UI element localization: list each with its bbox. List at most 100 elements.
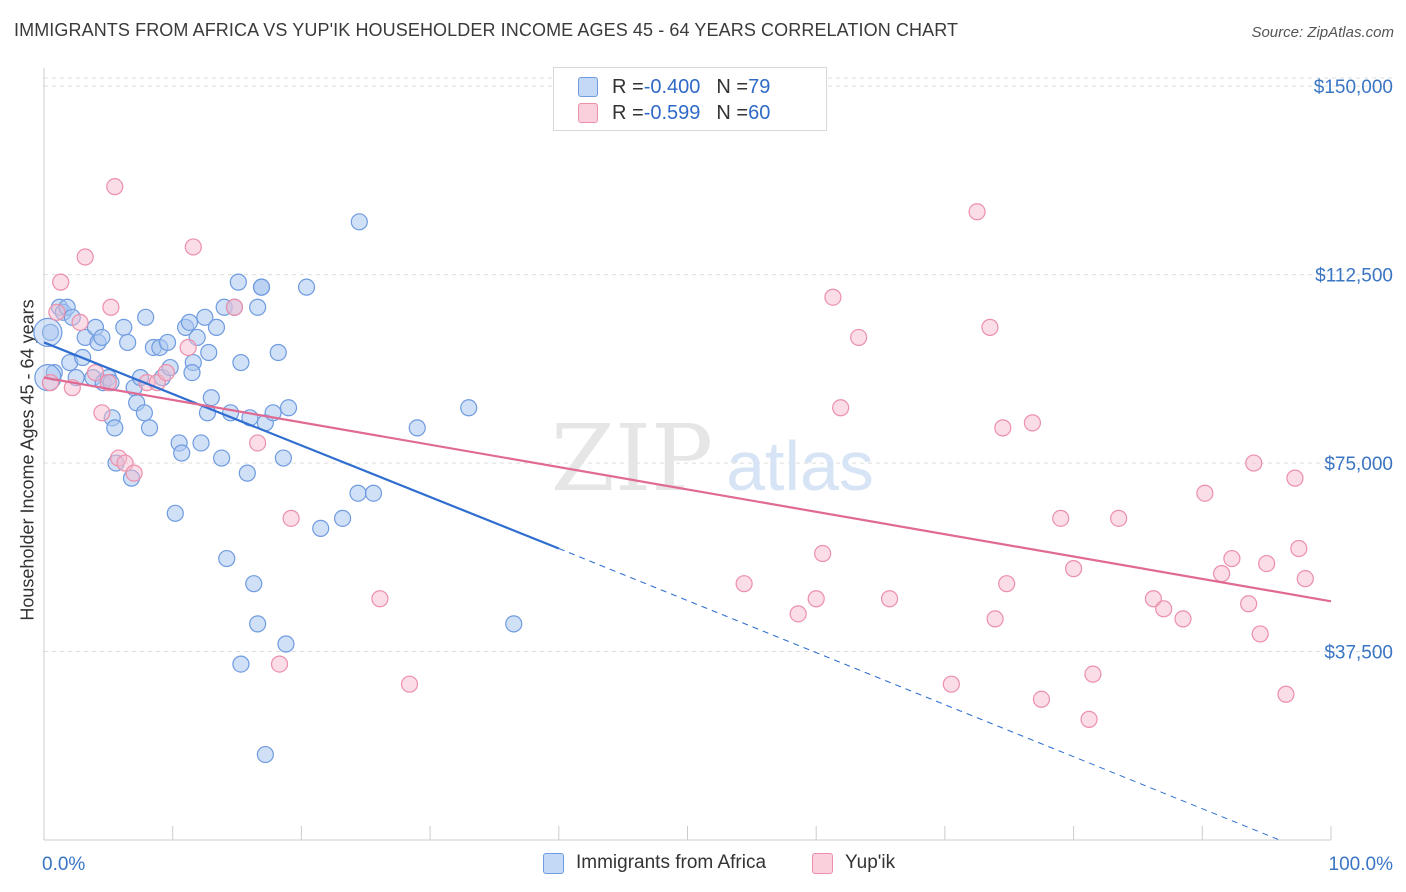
data-point-yupik: [86, 364, 105, 382]
data-point-yupik: [1240, 595, 1258, 613]
legend-r-label: R =: [612, 101, 644, 124]
y-tick-label: $75,000: [1324, 454, 1393, 475]
legend: R = -0.400 N = 79 R = -0.599 N = 60: [553, 67, 827, 131]
data-point-africa: [364, 484, 383, 502]
data-point-africa: [119, 333, 137, 352]
data-point-yupik: [789, 605, 807, 623]
bottom-legend: Immigrants from Africa Yup'ik: [0, 852, 1406, 878]
data-point-yupik: [102, 298, 120, 316]
data-point-yupik: [184, 238, 202, 256]
data-point-yupik: [1174, 610, 1192, 628]
x-tick-label-min: 0.0%: [42, 854, 85, 875]
data-point-yupik: [225, 298, 244, 316]
data-point-africa: [218, 549, 236, 568]
data-point-africa: [279, 399, 298, 417]
data-point-yupik: [270, 655, 289, 673]
data-point-yupik: [71, 313, 89, 331]
legend-r-value: -0.599: [643, 101, 701, 124]
data-point-africa: [115, 318, 133, 336]
legend-n-value: 79: [748, 75, 771, 98]
data-point-africa: [41, 323, 60, 341]
data-point-yupik: [998, 575, 1016, 593]
data-point-africa: [256, 745, 274, 764]
bottom-legend-item-yupik: Yup'ik: [812, 852, 895, 874]
data-point-yupik: [99, 374, 117, 392]
legend-row-pink: R = -0.599 N = 60: [578, 101, 770, 125]
data-point-africa: [249, 298, 267, 316]
data-point-yupik: [1155, 600, 1173, 618]
data-point-yupik: [157, 364, 175, 382]
bottom-legend-label-yupik: Yup'ik: [845, 852, 896, 873]
data-point-yupik: [93, 404, 111, 422]
series-immigrants-from-africa: [33, 213, 523, 764]
data-point-africa-cluster: [33, 317, 63, 347]
data-point-yupik: [179, 338, 197, 357]
data-point-yupik: [1196, 484, 1214, 502]
data-point-yupik: [1223, 549, 1241, 568]
data-point-yupik: [48, 303, 66, 321]
data-point-africa: [252, 278, 271, 296]
data-point-africa: [238, 464, 256, 482]
data-point-yupik: [1251, 625, 1269, 643]
data-point-yupik: [1286, 469, 1304, 487]
data-point-yupik: [994, 419, 1012, 437]
data-point-yupik: [735, 575, 753, 593]
data-point-yupik: [52, 273, 70, 291]
data-point-yupik: [850, 328, 868, 347]
data-point-africa: [505, 615, 523, 633]
data-point-yupik: [1290, 539, 1308, 558]
data-point-yupik: [1052, 509, 1070, 527]
tick-labels: $37,500 $75,000 $112,500 $150,000 0.0% 100.0%: [42, 77, 1393, 875]
data-point-yupik: [1213, 565, 1231, 583]
data-point-yupik: [986, 610, 1004, 628]
data-point-africa: [158, 333, 177, 352]
data-point-africa: [196, 308, 214, 326]
data-point-yupik: [1245, 454, 1263, 472]
data-point-africa: [277, 635, 295, 653]
data-point-africa: [135, 404, 153, 422]
data-point-africa: [207, 318, 226, 336]
data-point-africa: [137, 308, 155, 326]
data-point-yupik: [1258, 554, 1276, 573]
data-point-africa: [229, 273, 247, 291]
data-point-africa: [213, 449, 231, 467]
data-point-africa: [312, 519, 330, 538]
data-point-africa: [200, 343, 218, 362]
bottom-legend-item-africa: Immigrants from Africa: [543, 852, 766, 874]
watermark: ZIP atlas: [551, 405, 874, 512]
legend-r-label: R =: [612, 75, 644, 98]
data-point-africa: [232, 353, 250, 372]
data-point-yupik: [76, 248, 94, 266]
data-point-yupik: [125, 464, 143, 482]
data-point-africa: [106, 419, 124, 437]
data-point-yupik: [981, 318, 999, 336]
trendline-africa-extrapolated: [558, 548, 1280, 841]
data-point-africa: [183, 364, 201, 382]
data-point-africa: [245, 575, 263, 593]
data-point-yupik: [814, 544, 832, 563]
bottom-legend-label-africa: Immigrants from Africa: [576, 852, 767, 873]
legend-swatch-blue: [578, 77, 598, 97]
watermark-zip: ZIP: [551, 405, 713, 512]
data-point-africa: [333, 509, 352, 527]
data-point-yupik: [371, 590, 389, 608]
y-tick-label: $112,500: [1315, 266, 1393, 287]
bottom-legend-swatch-pink: [812, 852, 833, 874]
data-point-yupik: [106, 178, 124, 196]
legend-swatch-pink: [578, 103, 598, 123]
axes: [43, 68, 1332, 841]
data-point-africa: [350, 213, 368, 231]
data-point-africa: [460, 399, 478, 417]
legend-row-blue: R = -0.400 N = 79: [578, 75, 770, 99]
bottom-legend-swatch-blue: [543, 852, 564, 874]
data-point-yupik: [1110, 509, 1128, 527]
data-point-africa: [408, 419, 426, 437]
data-point-yupik: [249, 434, 267, 452]
data-point-yupik: [1064, 560, 1083, 578]
data-point-yupik: [1296, 570, 1314, 588]
data-point-africa: [232, 655, 250, 673]
data-point-africa: [274, 449, 292, 467]
data-point-yupik: [282, 509, 300, 527]
data-point-yupik: [1144, 590, 1162, 608]
data-point-yupik: [1023, 414, 1042, 432]
